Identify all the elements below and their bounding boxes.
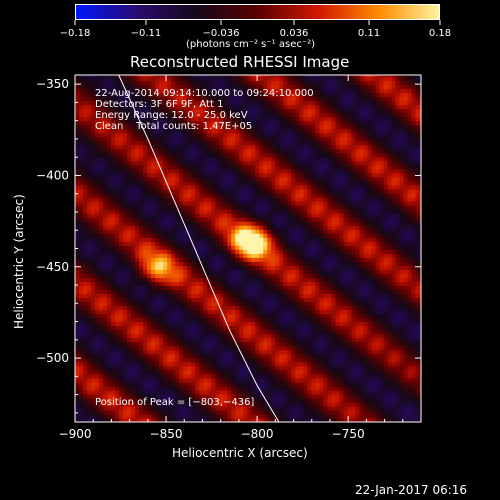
colorbar-tick-label: 0.18 (429, 28, 451, 39)
heatmap-cells (75, 75, 421, 422)
colorbar-tick-label: −0.036 (202, 28, 239, 39)
footer-date: 22-Jan-2017 06:16 (355, 483, 468, 497)
y-tick-label: −500 (36, 351, 69, 365)
solar-limb-line (118, 75, 280, 422)
colorbar-ticks: −0.18 −0.11 −0.036 0.036 0.11 0.18 (60, 20, 451, 39)
colorbar-tick-label: −0.18 (60, 28, 91, 39)
y-tick-label: −450 (36, 260, 69, 274)
x-tick-label: −800 (241, 427, 274, 441)
y-axis-label: Heliocentric Y (arcsec) (12, 194, 26, 329)
colorbar (75, 4, 440, 20)
chart-title: Reconstructed RHESSI Image (130, 53, 350, 71)
colorbar-tick-label: 0.036 (280, 28, 309, 39)
annotation-energy: Energy Range: 12.0 - 25.0 keV (95, 110, 248, 121)
annotation-time-range: 22-Aug-2014 09:14:10.000 to 09:24:10.000 (95, 88, 314, 99)
x-axis-label: Heliocentric X (arcsec) (172, 446, 308, 460)
annotation-peak-position: Position of Peak = [−803,−436] (95, 397, 255, 408)
colorbar-tick-label: 0.11 (358, 28, 380, 39)
annotation-method: Clean Total counts: 1.47E+05 (95, 121, 253, 132)
annotation-detectors: Detectors: 3F 6F 9F, Att 1 (95, 99, 224, 110)
x-tick-label: −900 (59, 427, 92, 441)
x-tick-label: −750 (332, 427, 365, 441)
y-tick-label: −350 (36, 77, 69, 91)
colorbar-tick-label: −0.11 (131, 28, 162, 39)
y-tick-label: −400 (36, 168, 69, 182)
colorbar-unit-label: (photons cm⁻² s⁻¹ asec⁻²) (186, 39, 316, 50)
x-tick-label: −850 (150, 427, 183, 441)
